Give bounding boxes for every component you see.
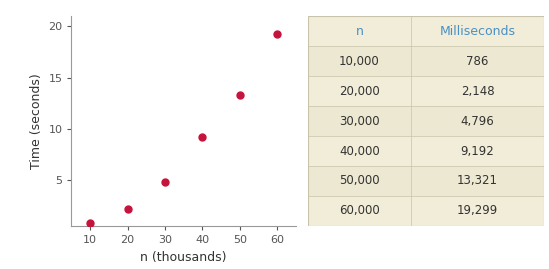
Text: 20,000: 20,000: [339, 84, 380, 98]
Point: [123, 207, 132, 211]
Text: 30,000: 30,000: [339, 115, 380, 128]
Text: 50,000: 50,000: [339, 175, 380, 187]
Bar: [307, 196, 544, 226]
Bar: [307, 136, 544, 166]
Point: [236, 93, 244, 97]
Text: n: n: [356, 25, 363, 38]
Text: 2,148: 2,148: [461, 84, 494, 98]
Point: [198, 135, 207, 139]
Text: 19,299: 19,299: [457, 204, 498, 217]
Point: [161, 180, 170, 184]
Bar: [307, 76, 544, 106]
Point: [86, 221, 94, 225]
Text: 13,321: 13,321: [457, 175, 498, 187]
X-axis label: n (thousands): n (thousands): [141, 250, 227, 264]
Text: 4,796: 4,796: [461, 115, 494, 128]
Text: 786: 786: [466, 55, 489, 68]
Bar: [307, 46, 544, 76]
Point: [273, 31, 282, 36]
Text: 40,000: 40,000: [339, 144, 380, 158]
Text: 9,192: 9,192: [461, 144, 494, 158]
Text: 10,000: 10,000: [339, 55, 380, 68]
Text: 60,000: 60,000: [339, 204, 380, 217]
Y-axis label: Time (seconds): Time (seconds): [30, 73, 43, 169]
Text: Milliseconds: Milliseconds: [439, 25, 516, 38]
Bar: [307, 166, 544, 196]
Bar: [307, 16, 544, 46]
Bar: [307, 106, 544, 136]
